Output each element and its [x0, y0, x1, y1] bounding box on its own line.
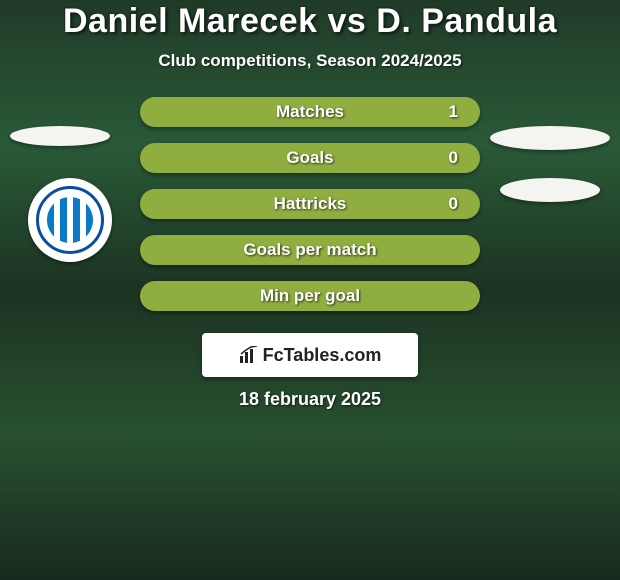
stat-row-goals-per-match: Goals per match — [140, 235, 480, 265]
club-badge-stripes — [47, 197, 93, 243]
stat-row-matches: Matches 1 — [140, 97, 480, 127]
player-left-avatar — [10, 126, 110, 146]
club-badge — [28, 178, 112, 262]
watermark-text: FcTables.com — [239, 345, 382, 366]
stat-label: Matches — [276, 102, 344, 122]
stat-label: Hattricks — [274, 194, 347, 214]
watermark: FcTables.com — [202, 333, 418, 377]
player-right-avatar — [490, 126, 610, 150]
chart-icon — [239, 346, 259, 364]
date: 18 february 2025 — [239, 389, 381, 410]
stats-block: Matches 1 Goals 0 Hattricks 0 Goals per match M… — [140, 97, 480, 327]
club-badge-ring — [36, 186, 104, 254]
stat-label: Min per goal — [260, 286, 360, 306]
stat-row-goals: Goals 0 — [140, 143, 480, 173]
watermark-label: FcTables.com — [263, 345, 382, 366]
subtitle: Club competitions, Season 2024/2025 — [158, 51, 461, 71]
player-right-avatar-2 — [500, 178, 600, 202]
stat-row-min-per-goal: Min per goal — [140, 281, 480, 311]
stat-value: 0 — [449, 148, 458, 168]
stat-value: 0 — [449, 194, 458, 214]
stat-value: 1 — [449, 102, 458, 122]
stat-row-hattricks: Hattricks 0 — [140, 189, 480, 219]
stat-label: Goals — [286, 148, 333, 168]
page-title: Daniel Marecek vs D. Pandula — [63, 2, 557, 41]
stat-label: Goals per match — [243, 240, 376, 260]
